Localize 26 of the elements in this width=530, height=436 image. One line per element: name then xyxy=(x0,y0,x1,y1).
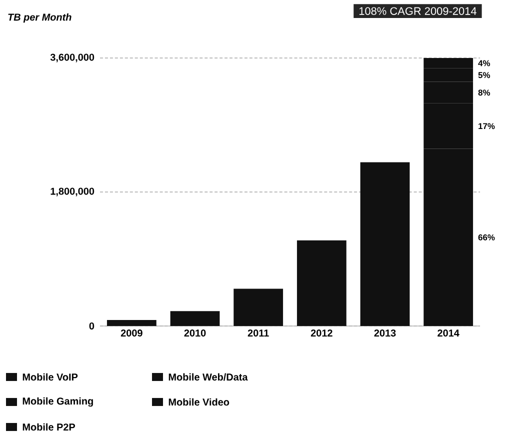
bar xyxy=(234,288,284,326)
legend-label: Mobile Gaming xyxy=(22,397,93,407)
bar xyxy=(296,240,346,326)
text: 108% CAGR 2009-2014 xyxy=(359,7,476,15)
y-tick-label: 3,600,000 xyxy=(50,54,94,62)
legend-label: Mobile Video xyxy=(168,398,230,406)
y-tick-label: 0 xyxy=(89,322,94,330)
y-tick-label: 1,800,000 xyxy=(50,188,94,196)
bar xyxy=(106,320,156,326)
x-tick-label: 2012 xyxy=(310,330,332,337)
annotation: 8% xyxy=(478,90,490,96)
legend-label: Mobile P2P xyxy=(22,423,76,431)
annotation: 5% xyxy=(478,72,490,78)
annotation: 4% xyxy=(478,60,490,66)
x-tick-label: 2014 xyxy=(438,330,460,337)
x-tick-label: 2009 xyxy=(120,330,142,337)
y-axis-title: TB per Month xyxy=(8,13,72,23)
annotation: 17% xyxy=(478,123,495,130)
annotation: 66% xyxy=(478,234,495,240)
legend-label: Mobile Web/Data xyxy=(168,373,248,381)
x-tick-label: 2010 xyxy=(184,330,206,337)
x-tick-label: 2013 xyxy=(374,330,396,337)
bar xyxy=(170,311,220,326)
x-tick-label: 2011 xyxy=(248,330,269,337)
legend-label: Mobile VoIP xyxy=(22,373,78,381)
bar xyxy=(360,162,410,326)
